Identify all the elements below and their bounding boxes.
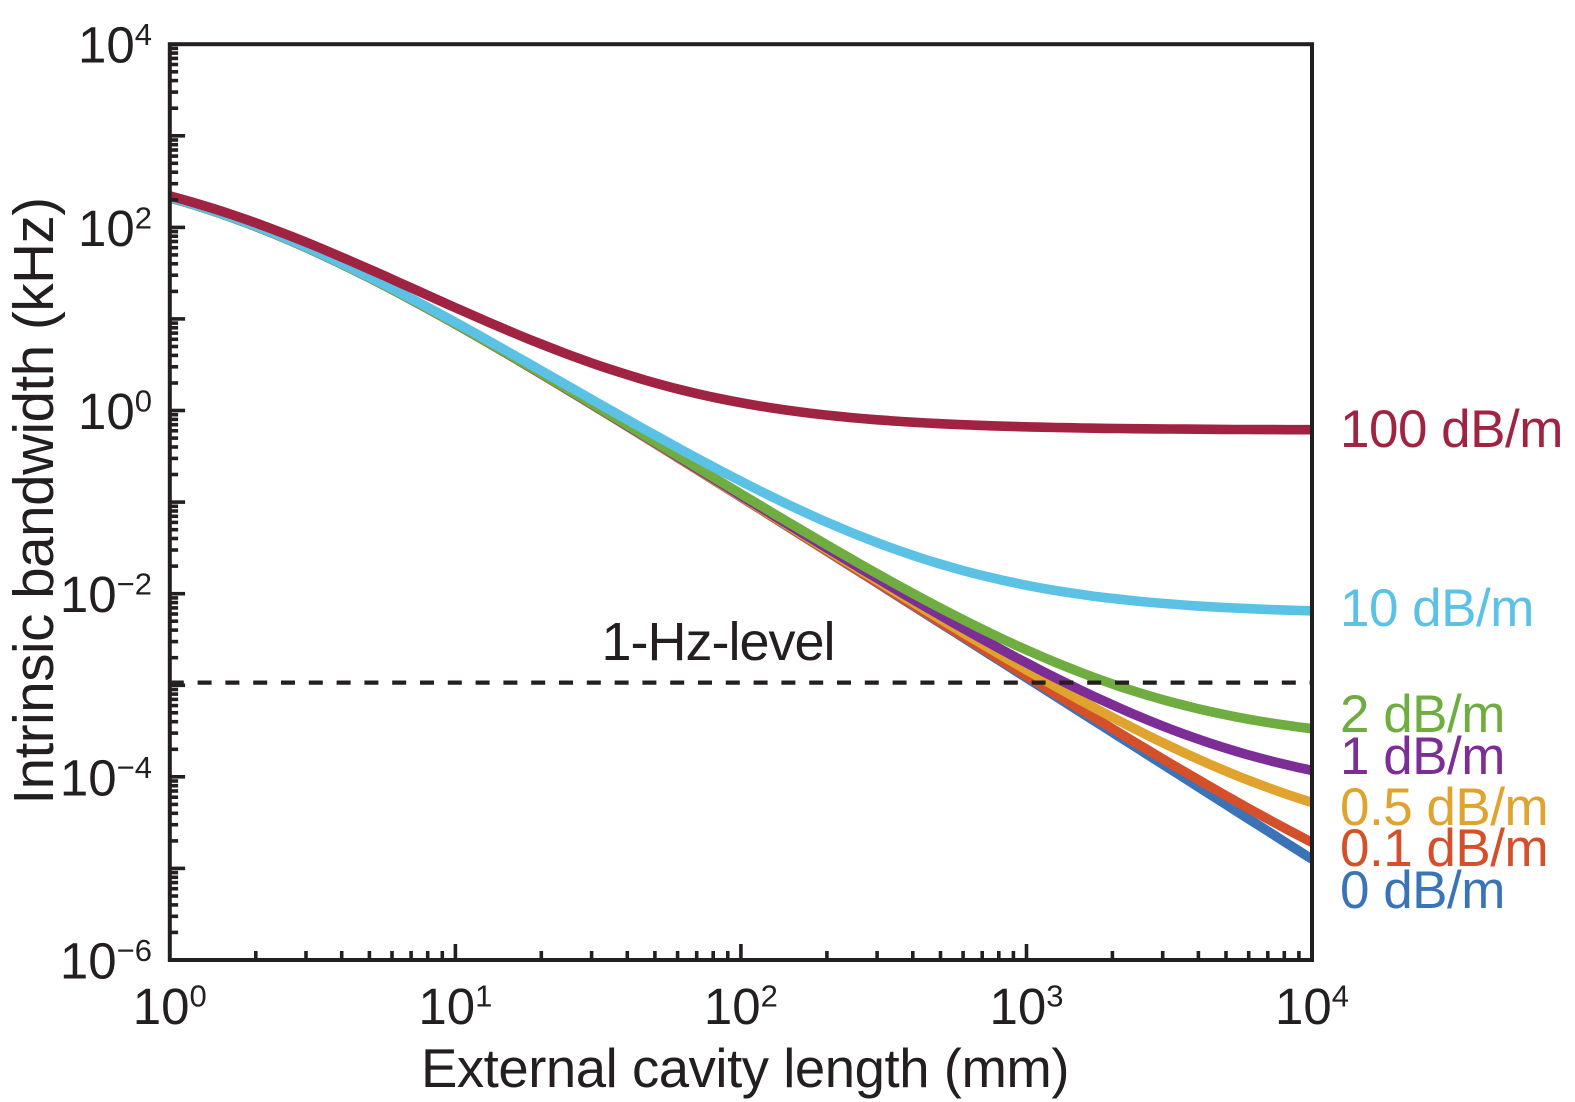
svg-text:100 dB/m: 100 dB/m bbox=[1340, 400, 1563, 459]
svg-text:104: 104 bbox=[78, 17, 152, 74]
svg-text:10−4: 10−4 bbox=[60, 749, 152, 806]
svg-text:100: 100 bbox=[78, 383, 152, 440]
svg-text:Intrinsic bandwidth (kHz): Intrinsic bandwidth (kHz) bbox=[2, 197, 65, 804]
svg-text:0 dB/m: 0 dB/m bbox=[1340, 861, 1505, 920]
svg-text:0.5 dB/m: 0.5 dB/m bbox=[1340, 778, 1548, 837]
svg-text:1-Hz-level: 1-Hz-level bbox=[601, 612, 834, 672]
svg-text:2 dB/m: 2 dB/m bbox=[1340, 685, 1505, 744]
svg-text:External cavity length (mm): External cavity length (mm) bbox=[421, 1038, 1069, 1099]
svg-text:0.1 dB/m: 0.1 dB/m bbox=[1340, 819, 1548, 878]
svg-text:1 dB/m: 1 dB/m bbox=[1340, 727, 1505, 786]
svg-text:10 dB/m: 10 dB/m bbox=[1340, 579, 1534, 638]
